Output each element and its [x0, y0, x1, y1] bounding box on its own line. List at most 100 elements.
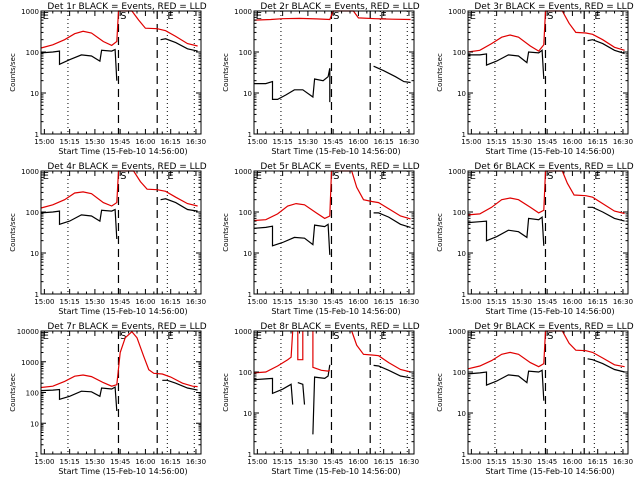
- y-tick-label: 1: [248, 291, 252, 299]
- x-tick-label: 15:15: [273, 298, 293, 306]
- y-axis-label: Counts/sec: [9, 53, 17, 92]
- chart-title: Det 1r BLACK = Events, RED = LLD: [47, 2, 206, 12]
- marker-label: E: [256, 11, 262, 22]
- panel-det-1: Det 1r BLACK = Events, RED = LLD Counts/s…: [9, 2, 207, 156]
- series-line-lld: [40, 330, 198, 389]
- series-line-events: [40, 38, 198, 81]
- x-tick-label: 16:15: [374, 298, 394, 306]
- y-tick-label: 10: [30, 250, 39, 258]
- y-tick-label: 10: [30, 90, 39, 98]
- series-line-events: [253, 212, 411, 255]
- marker-label: E: [470, 11, 476, 22]
- marker-label: E: [43, 331, 49, 342]
- chart-title: Det 7r BLACK = Events, RED = LLD: [47, 322, 206, 332]
- y-axis-label: Counts/sec: [436, 213, 444, 252]
- chart-title: Det 2r BLACK = Events, RED = LLD: [260, 2, 419, 12]
- panel-det-6: Det 6r BLACK = Events, RED = LLD Counts/s…: [436, 162, 634, 316]
- x-tick-label: 16:00: [135, 138, 155, 146]
- x-tick-label: 15:00: [461, 138, 481, 146]
- y-tick-label: 10: [30, 420, 39, 428]
- x-tick-label: 15:15: [273, 458, 293, 466]
- x-tick-label: 16:00: [135, 298, 155, 306]
- x-axis-label: Start Time (15-Feb-10 14:56:00): [485, 147, 614, 156]
- y-tick-label: 100: [453, 49, 466, 57]
- y-tick-label: 100: [453, 369, 466, 377]
- x-tick-label: 15:30: [85, 458, 105, 466]
- y-tick-label: 1: [248, 451, 252, 459]
- y-tick-label: 100: [453, 209, 466, 217]
- x-tick-label: 15:45: [537, 298, 557, 306]
- x-tick-label: 15:15: [273, 138, 293, 146]
- x-tick-label: 16:30: [613, 298, 633, 306]
- x-axis-label: Start Time (15-Feb-10 14:56:00): [58, 307, 187, 316]
- marker-label: E: [470, 171, 476, 182]
- y-axis-label: Counts/sec: [222, 373, 230, 412]
- panel-det-3: Det 3r BLACK = Events, RED = LLD Counts/s…: [436, 2, 634, 156]
- x-tick-label: 16:30: [399, 298, 419, 306]
- series-line-lld: [40, 10, 198, 49]
- y-tick-label: 100: [239, 49, 252, 57]
- x-tick-label: 15:30: [512, 458, 532, 466]
- x-tick-label: 16:00: [348, 298, 368, 306]
- y-tick-label: 1000: [21, 8, 39, 16]
- x-axis-label: Start Time (15-Feb-10 14:56:00): [271, 147, 400, 156]
- marker-label: S: [547, 11, 553, 22]
- y-tick-label: 10: [457, 90, 466, 98]
- x-tick-label: 15:45: [110, 298, 130, 306]
- plot-frame: [467, 10, 629, 135]
- panel-det-8: Det 8r BLACK = Events, RED = LLD Counts/s…: [222, 322, 420, 476]
- x-tick-label: 16:15: [374, 458, 394, 466]
- marker-label: S: [120, 171, 126, 182]
- y-tick-label: 1: [35, 451, 39, 459]
- marker-label: E: [256, 331, 262, 342]
- y-tick-label: 100: [26, 390, 39, 398]
- x-tick-label: 15:45: [110, 138, 130, 146]
- x-tick-label: 15:45: [110, 458, 130, 466]
- marker-label: E: [380, 171, 386, 182]
- x-tick-label: 15:30: [512, 298, 532, 306]
- x-tick-label: 15:15: [60, 138, 80, 146]
- y-tick-label: 1000: [21, 359, 39, 367]
- x-tick-label: 16:15: [588, 298, 608, 306]
- x-tick-label: 16:30: [613, 458, 633, 466]
- x-tick-label: 16:15: [588, 138, 608, 146]
- series-line-events: [254, 65, 411, 103]
- plot-frame: [467, 330, 629, 455]
- marker-label: S: [333, 11, 339, 22]
- panel-det-4: Det 4r BLACK = Events, RED = LLD Counts/s…: [9, 162, 207, 316]
- y-tick-label: 100: [26, 49, 39, 57]
- x-tick-label: 16:00: [562, 298, 582, 306]
- x-tick-label: 15:15: [487, 458, 507, 466]
- y-tick-label: 1: [462, 131, 466, 139]
- marker-label: E: [256, 171, 262, 182]
- plot-frame: [253, 10, 415, 135]
- series-line-lld: [467, 330, 625, 370]
- chart-title: Det 5r BLACK = Events, RED = LLD: [260, 162, 419, 172]
- x-axis-label: Start Time (15-Feb-10 14:56:00): [271, 307, 400, 316]
- y-axis-label: Counts/sec: [9, 213, 17, 252]
- y-tick-label: 1000: [234, 328, 252, 336]
- marker-label: E: [43, 11, 49, 22]
- series-line-lld: [253, 330, 411, 374]
- x-tick-label: 16:30: [186, 458, 206, 466]
- x-tick-label: 15:45: [323, 458, 343, 466]
- x-axis-label: Start Time (15-Feb-10 14:56:00): [485, 467, 614, 476]
- x-tick-label: 16:15: [161, 298, 181, 306]
- x-tick-label: 16:30: [399, 138, 419, 146]
- x-tick-label: 16:00: [135, 458, 155, 466]
- y-axis-label: Counts/sec: [222, 213, 230, 252]
- plot-frame: [40, 10, 202, 135]
- x-tick-label: 16:30: [186, 138, 206, 146]
- x-tick-label: 15:00: [34, 458, 54, 466]
- x-axis-label: Start Time (15-Feb-10 14:56:00): [271, 467, 400, 476]
- x-tick-label: 15:30: [298, 138, 318, 146]
- marker-label: S: [120, 331, 126, 342]
- x-tick-label: 16:00: [562, 458, 582, 466]
- x-axis-label: Start Time (15-Feb-10 14:56:00): [485, 307, 614, 316]
- y-tick-label: 1: [462, 291, 466, 299]
- x-tick-label: 16:15: [161, 138, 181, 146]
- series-line-events: [40, 198, 198, 240]
- x-tick-label: 15:30: [298, 458, 318, 466]
- panel-det-2: Det 2r BLACK = Events, RED = LLD Counts/s…: [222, 2, 420, 156]
- panel-det-7: Det 7r BLACK = Events, RED = LLD Counts/s…: [9, 322, 207, 476]
